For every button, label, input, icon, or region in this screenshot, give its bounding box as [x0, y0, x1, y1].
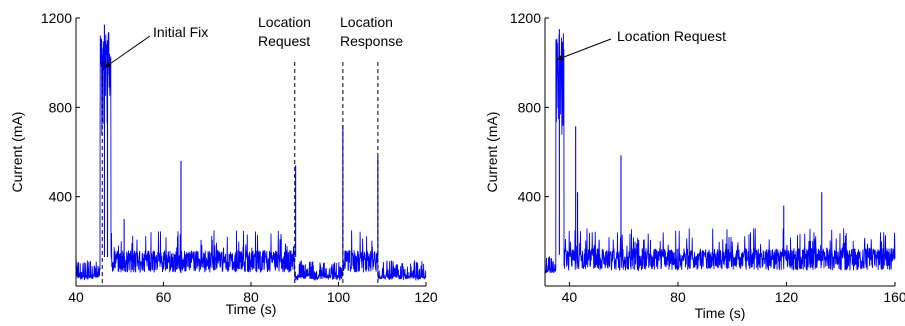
x-tick-label: 100: [327, 289, 351, 305]
annotation-arrow: [555, 38, 612, 61]
annotation-label: Response: [340, 33, 403, 49]
y-tick-label: 1200: [510, 10, 541, 26]
y-axis-label: Current (mA): [9, 112, 25, 193]
y-axis-label: Current (mA): [484, 112, 500, 193]
current-trace: [544, 33, 896, 274]
arrowhead-icon: [556, 54, 564, 61]
x-axis-label: Time (s): [226, 301, 277, 317]
annotation-label: Location: [340, 14, 393, 30]
x-tick-label: 40: [562, 289, 578, 305]
y-tick-label: 800: [518, 99, 542, 115]
y-tick-label: 400: [518, 189, 542, 205]
annotation-label: Location Request: [617, 28, 726, 44]
y-tick-label: 800: [49, 99, 73, 115]
annotation-label: Request: [258, 33, 310, 49]
chart-left: 40 60 80 100 120 400 800 1200 Time (s) Current (m…: [9, 10, 438, 317]
x-tick-label: 80: [670, 289, 686, 305]
x-tick-label: 80: [243, 289, 259, 305]
arrowhead-icon: [104, 61, 112, 68]
annotation-label: Location: [258, 14, 311, 30]
current-trace: [75, 32, 427, 281]
x-tick-label: 60: [156, 289, 172, 305]
y-tick-label: 1200: [41, 10, 72, 26]
annotation-arrow: [103, 35, 151, 69]
chart-right: 40 80 120 160 400 800 1200 Time (s) Current (mA)…: [484, 10, 905, 321]
y-tick-label: 400: [49, 189, 73, 205]
x-tick-label: 160: [883, 289, 905, 305]
annotation-label: Initial Fix: [153, 24, 208, 40]
x-axis-label: Time (s): [695, 305, 746, 321]
x-tick-label: 120: [775, 289, 799, 305]
x-tick-label: 120: [414, 289, 438, 305]
x-tick-label: 40: [68, 289, 84, 305]
